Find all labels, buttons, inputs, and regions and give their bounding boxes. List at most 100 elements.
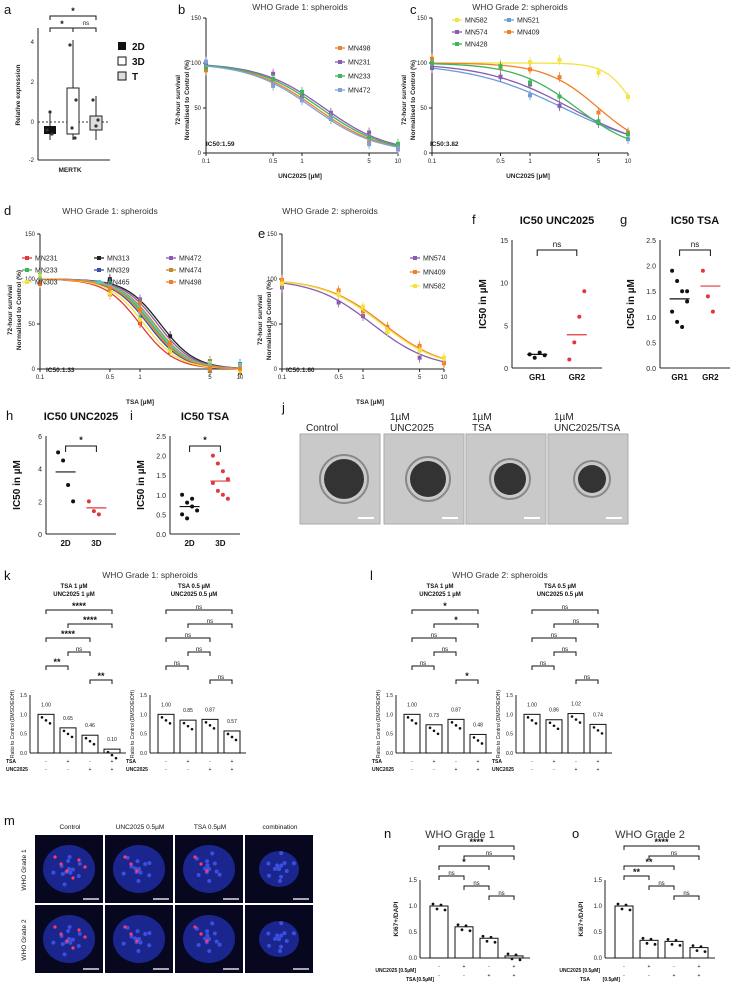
data-point xyxy=(280,281,284,286)
panel-g-ylabel: IC50 in µM xyxy=(626,279,637,329)
sig-label: * xyxy=(454,615,458,625)
treatment-mark: + xyxy=(477,767,480,773)
sig-label: ns xyxy=(671,851,677,857)
panel-letter-d: d xyxy=(4,203,11,218)
box-t xyxy=(89,115,103,131)
panel-b-title: WHO Grade 1: spheroids xyxy=(252,2,347,12)
data-point xyxy=(225,496,230,501)
data-point xyxy=(680,289,685,294)
sig-label: ns xyxy=(683,891,689,897)
y-tick-label: 50 xyxy=(270,322,277,328)
data-point xyxy=(138,301,142,306)
dose-label: UNC2025 1 µM xyxy=(419,592,460,598)
y-tick-label: 5 xyxy=(504,323,508,330)
sig-label: ns xyxy=(448,871,454,877)
sig-label: * xyxy=(443,601,447,611)
legend-2d: 2D xyxy=(132,42,145,53)
panel-h-title: IC50 UNC2025 xyxy=(44,411,119,423)
spheroid xyxy=(494,463,526,495)
sig-label: ** xyxy=(633,867,641,877)
panel-f: f IC50 UNC2025 15 10 5 0 IC50 in µM GR1 GR2 ns xyxy=(472,212,602,382)
legend-entry: MN472 xyxy=(348,88,371,95)
bar xyxy=(469,733,487,754)
panel-e-ic50: IC50:1.60 xyxy=(286,367,315,374)
data-point xyxy=(685,299,690,304)
micrograph-label: Control xyxy=(306,423,338,434)
row-label-tsa: TSA xyxy=(6,759,16,765)
y-tick-label: 0.0 xyxy=(20,751,27,757)
data-point xyxy=(38,280,42,285)
y-tick-label: 1.5 xyxy=(506,693,513,699)
data-point xyxy=(210,481,215,486)
dose-label: TSA 1 µM xyxy=(427,584,454,590)
treatment-mark: - xyxy=(67,767,69,773)
data-point xyxy=(190,496,195,501)
x-tick-label: 5 xyxy=(418,375,422,381)
y-tick-label: 2.0 xyxy=(156,454,166,461)
x-label: 3D xyxy=(91,539,101,548)
treatment-mark: - xyxy=(89,759,91,765)
y-tick-label: 0.0 xyxy=(156,532,166,539)
row-label-tsa: TSA xyxy=(372,759,382,765)
data-point xyxy=(195,508,200,513)
treatment-mark: - xyxy=(673,964,675,970)
panel-c-ylabel1: 72-hour survival xyxy=(401,75,408,125)
legend-entry: MN498 xyxy=(348,46,371,53)
panel-d: d WHO Grade 1: spheroids 72-hour surviva… xyxy=(4,203,244,406)
treatment-mark: + xyxy=(513,964,516,970)
x-tick-label: 0.1 xyxy=(202,159,211,165)
y-tick-label: 0 xyxy=(38,532,42,539)
panel-d-ylabel1: 72-hour survival xyxy=(7,285,14,335)
panel-b: b WHO Grade 1: spheroids 72-hour surviva… xyxy=(175,2,402,180)
x-tick-label: 10 xyxy=(395,159,402,165)
row-label: WHO Grade 2 xyxy=(21,919,28,961)
data-point xyxy=(557,57,562,62)
y-tick-label: 1.5 xyxy=(20,693,27,699)
data-point xyxy=(528,93,532,98)
dose-label: UNC2025 1 µM xyxy=(53,592,94,598)
sig-label: ns xyxy=(551,633,557,639)
dose-label: TSA 1 µM xyxy=(61,584,88,590)
data-point xyxy=(498,74,503,79)
data-point xyxy=(557,103,562,108)
data-point xyxy=(61,458,66,463)
data-point xyxy=(396,146,400,151)
sig-label: ns xyxy=(498,891,504,897)
treatment-mark: + xyxy=(488,973,491,979)
legend-entry: MN428 xyxy=(465,42,488,49)
panel-a-ylabel: Relative expression xyxy=(15,64,22,125)
data-point xyxy=(220,492,225,497)
y-tick-label: 50 xyxy=(28,322,35,328)
bar-value: 0.85 xyxy=(183,708,193,714)
column-label: UNC2025 0.5µM xyxy=(116,824,165,831)
data-point xyxy=(91,509,96,514)
treatment-mark: - xyxy=(648,973,650,979)
y-tick-label: 1.0 xyxy=(594,904,603,910)
x-tick-label: 0.1 xyxy=(428,159,437,165)
x-tick-label: 10 xyxy=(441,375,448,381)
data-point xyxy=(271,83,276,88)
panel-d-title: WHO Grade 1: spheroids xyxy=(62,206,157,216)
legend-entry: MN231 xyxy=(348,60,371,67)
x-label: 3D xyxy=(215,539,225,548)
bar xyxy=(454,926,474,959)
treatment-mark: - xyxy=(623,973,625,979)
data-point xyxy=(367,135,372,140)
sig-label: ns xyxy=(562,605,568,611)
data-point xyxy=(528,60,532,65)
data-point xyxy=(271,76,276,81)
bar xyxy=(103,748,121,754)
treatment-mark: + xyxy=(597,767,600,773)
legend-entry: MN233 xyxy=(35,268,58,275)
treatment-mark: - xyxy=(623,964,625,970)
data-point xyxy=(557,94,562,99)
micrograph-label: 1µM xyxy=(390,412,410,423)
micrograph-label: TSA xyxy=(472,423,492,434)
treatment-mark: + xyxy=(575,767,578,773)
y-tick-label: 150 xyxy=(267,232,278,238)
y-tick-label: 1.5 xyxy=(594,878,603,884)
data-point xyxy=(71,499,76,504)
x-tick-label: 10 xyxy=(625,159,632,165)
legend-entry: MN472 xyxy=(179,256,202,263)
